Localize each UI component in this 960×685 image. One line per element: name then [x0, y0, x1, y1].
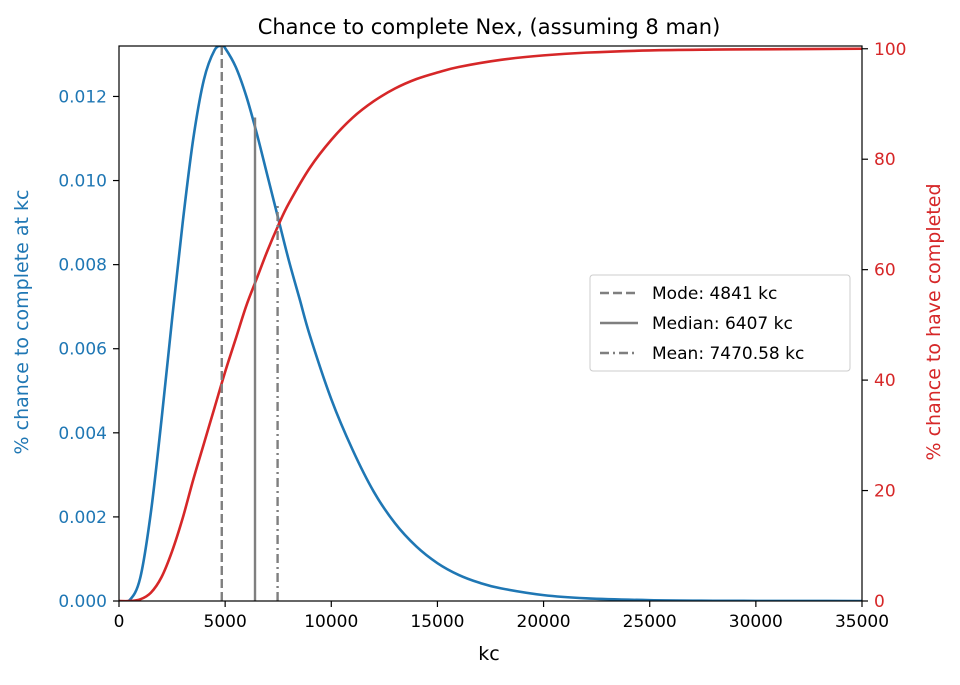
legend: Mode: 4841 kc Median: 6407 kc Mean: 7470.5… — [589, 274, 851, 372]
y-right-tick-label: 0 — [874, 592, 885, 612]
x-tick-label: 25000 — [623, 612, 677, 632]
y-right-tick-label: 100 — [874, 40, 906, 60]
x-axis-label: kc — [478, 643, 499, 665]
x-tick-label: 15000 — [410, 612, 464, 632]
legend-label: Mode: 4841 kc — [652, 284, 777, 304]
legend-label: Mean: 7470.58 kc — [652, 344, 804, 364]
x-tick-label: 5000 — [204, 612, 247, 632]
y-left-tick-label: 0.004 — [58, 424, 107, 444]
y-right-tick-label: 20 — [874, 482, 896, 502]
series-line-left — [119, 46, 862, 601]
legend-box — [589, 274, 851, 372]
y-left-tick-label: 0.000 — [58, 592, 107, 612]
chart-title: Chance to complete Nex, (assuming 8 man) — [258, 15, 721, 39]
y-axis-label-left: % chance to complete at kc — [11, 190, 33, 455]
x-tick-label: 0 — [114, 612, 125, 632]
y-right-tick-label: 80 — [874, 150, 896, 170]
y-axis-label-right: % chance to have completed — [923, 183, 945, 460]
y-left-tick-label: 0.012 — [58, 87, 107, 107]
y-left-tick-label: 0.006 — [58, 340, 107, 360]
y-right-tick-label: 60 — [874, 261, 896, 281]
y-left-tick-label: 0.010 — [58, 172, 107, 192]
y-left-tick-label: 0.002 — [58, 508, 107, 528]
plot-area: 0 5000 10000 15000 20000 25000 30000 35000 0.000… — [58, 40, 906, 632]
x-tick-label: 30000 — [729, 612, 783, 632]
series-line-right — [119, 47, 862, 601]
x-tick-label: 20000 — [517, 612, 571, 632]
x-tick-label: 35000 — [835, 612, 889, 632]
y-right-tick-label: 40 — [874, 371, 896, 391]
y-left-tick-label: 0.008 — [58, 256, 107, 276]
x-tick-label: 10000 — [304, 612, 358, 632]
legend-label: Median: 6407 kc — [652, 314, 793, 334]
plot-frame — [118, 45, 863, 602]
